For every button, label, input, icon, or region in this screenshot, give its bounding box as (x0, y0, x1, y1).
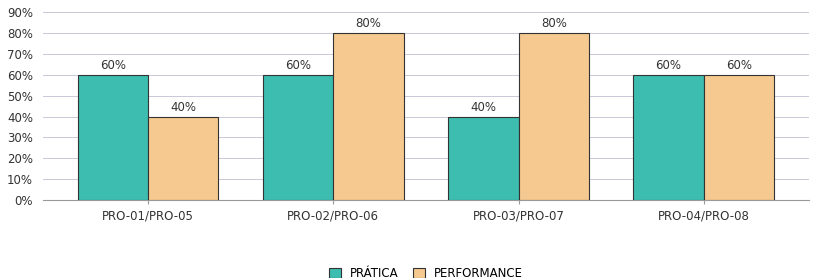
Text: 80%: 80% (356, 17, 381, 30)
Bar (78, 75, 148, 200)
Text: 60%: 60% (726, 59, 752, 72)
Bar (448, 116, 518, 200)
Bar (148, 116, 219, 200)
Bar (333, 33, 404, 200)
Bar (704, 75, 774, 200)
Legend: PRÁTICA, PERFORMANCE: PRÁTICA, PERFORMANCE (324, 262, 528, 278)
Bar (633, 75, 704, 200)
Text: 40%: 40% (470, 101, 496, 114)
Text: 80%: 80% (541, 17, 566, 30)
Bar (263, 75, 333, 200)
Bar (518, 33, 589, 200)
Text: 60%: 60% (655, 59, 681, 72)
Text: 60%: 60% (100, 59, 126, 72)
Text: 60%: 60% (285, 59, 311, 72)
Text: 40%: 40% (170, 101, 196, 114)
